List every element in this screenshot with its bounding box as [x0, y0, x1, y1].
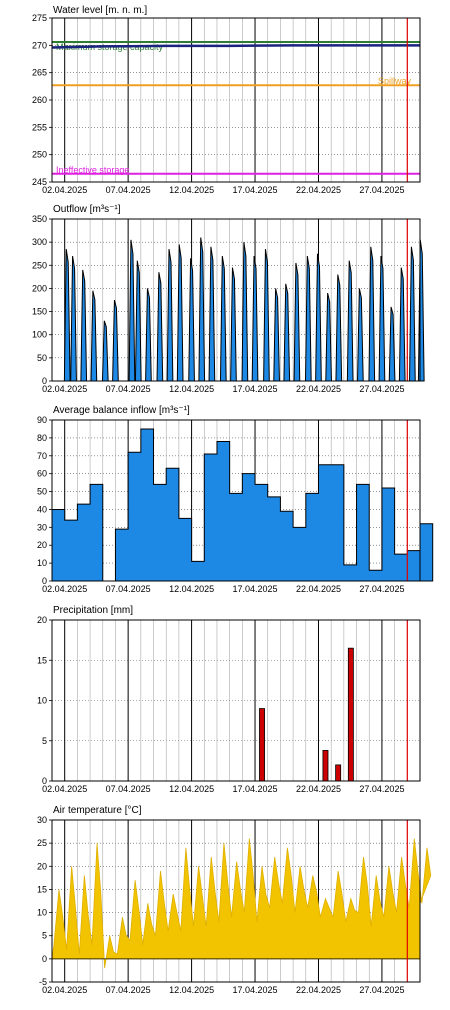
x-tick-label: 12.04.2025: [169, 985, 214, 995]
x-tick-label: 07.04.2025: [106, 985, 151, 995]
y-tick-label: 350: [32, 214, 47, 224]
chart-title: Water level [m. n. m.]: [53, 5, 147, 16]
y-tick-label: 270: [32, 40, 47, 50]
plot-frame: [51, 218, 421, 382]
x-tick-label: 02.04.2025: [42, 384, 87, 394]
x-tick-label: 07.04.2025: [106, 185, 151, 195]
x-tick-label: 27.04.2025: [359, 185, 404, 195]
x-tick-label: 02.04.2025: [42, 185, 87, 195]
chart-title: Average balance inflow [m³s⁻¹]: [53, 405, 190, 416]
y-tick-label: 150: [32, 307, 47, 317]
x-tick-label: 12.04.2025: [169, 584, 214, 594]
chart-title: Outflow [m³s⁻¹]: [53, 204, 121, 215]
x-tick-label: 17.04.2025: [233, 584, 278, 594]
x-tick-label: 07.04.2025: [106, 584, 151, 594]
x-tick-label: 22.04.2025: [296, 584, 341, 594]
temperature-area: [51, 838, 432, 969]
y-tick-label: 50: [37, 353, 47, 363]
y-tick-label: 20: [37, 861, 47, 871]
y-tick-label: 5: [42, 736, 47, 746]
x-tick-label: 17.04.2025: [233, 985, 278, 995]
reference-line-label: Spillway: [378, 76, 412, 86]
y-tick-label: 10: [37, 696, 47, 706]
x-tick-label: 22.04.2025: [296, 185, 341, 195]
panel-precipitation: Precipitation [mm] 0 5 10 15 20 02.04.2025 07.…: [37, 605, 421, 794]
plot-frame: [51, 419, 421, 582]
water-level-line: [51, 44, 420, 49]
precipitation-bar: [322, 750, 329, 782]
x-tick-label: 02.04.2025: [42, 985, 87, 995]
y-tick-label: 100: [32, 330, 47, 340]
chart-title: Air temperature [°C]: [53, 805, 142, 816]
plot-frame: [51, 819, 421, 983]
precipitation-bar: [335, 764, 342, 782]
y-tick-label: 10: [37, 558, 47, 568]
y-tick-label: 15: [37, 655, 47, 665]
x-tick-label: 17.04.2025: [233, 784, 278, 794]
y-tick-label: 0: [42, 376, 47, 386]
x-tick-label: 12.04.2025: [169, 784, 214, 794]
panel-outflow: Outflow [m³s⁻¹] 0 50 100 150 200 250 300 350 02.…: [32, 204, 425, 394]
precipitation-bar: [347, 647, 354, 782]
y-tick-label: 260: [32, 95, 47, 105]
y-tick-label: 20: [37, 615, 47, 625]
y-tick-label: 15: [37, 884, 47, 894]
reference-line-label: Ineffective storage: [56, 165, 129, 175]
y-tick-label: 300: [32, 237, 47, 247]
y-tick-label: 245: [32, 177, 47, 187]
x-tick-label: 02.04.2025: [42, 584, 87, 594]
y-tick-label: 90: [37, 415, 47, 425]
x-tick-label: 07.04.2025: [106, 384, 151, 394]
y-tick-label: 30: [37, 522, 47, 532]
y-tick-label: 250: [32, 260, 47, 270]
inflow-step-area: [51, 428, 434, 582]
x-tick-label: 27.04.2025: [359, 384, 404, 394]
y-tick-label: 25: [37, 838, 47, 848]
panel-water-level: Water level [m. n. m.] Maximum storage c…: [32, 5, 421, 195]
y-tick-label: 10: [37, 908, 47, 918]
x-tick-label: 12.04.2025: [169, 185, 214, 195]
y-tick-label: 250: [32, 150, 47, 160]
y-tick-label: 50: [37, 487, 47, 497]
x-tick-label: 27.04.2025: [359, 584, 404, 594]
x-tick-label: 22.04.2025: [296, 384, 341, 394]
x-tick-label: 17.04.2025: [233, 185, 278, 195]
x-tick-label: 27.04.2025: [359, 784, 404, 794]
y-tick-label: 200: [32, 283, 47, 293]
x-tick-label: 27.04.2025: [359, 985, 404, 995]
y-tick-label: 275: [32, 13, 47, 23]
x-tick-label: 22.04.2025: [296, 784, 341, 794]
y-tick-label: 5: [42, 931, 47, 941]
x-tick-label: 02.04.2025: [42, 784, 87, 794]
y-tick-label: 20: [37, 540, 47, 550]
chart-title: Precipitation [mm]: [53, 605, 133, 616]
x-tick-label: 12.04.2025: [169, 384, 214, 394]
panel-air-temperature: Air temperature [°C] -5 0 5 10 15 20 25 30 02.04…: [37, 805, 432, 995]
x-tick-label: 07.04.2025: [106, 784, 151, 794]
precipitation-bar: [259, 708, 265, 782]
x-tick-label: 22.04.2025: [296, 985, 341, 995]
y-tick-label: 30: [37, 815, 47, 825]
y-tick-label: 0: [42, 954, 47, 964]
y-tick-label: 0: [42, 576, 47, 586]
y-tick-label: 70: [37, 451, 47, 461]
panel-balance-inflow: Average balance inflow [m³s⁻¹] 0 10 20 30 40…: [37, 405, 434, 594]
y-tick-label: 0: [42, 776, 47, 786]
y-tick-label: 255: [32, 122, 47, 132]
y-tick-label: 80: [37, 433, 47, 443]
x-tick-label: 17.04.2025: [233, 384, 278, 394]
y-tick-label: 40: [37, 504, 47, 514]
y-tick-label: -5: [39, 977, 47, 987]
y-tick-label: 60: [37, 469, 47, 479]
y-tick-label: 265: [32, 68, 47, 78]
